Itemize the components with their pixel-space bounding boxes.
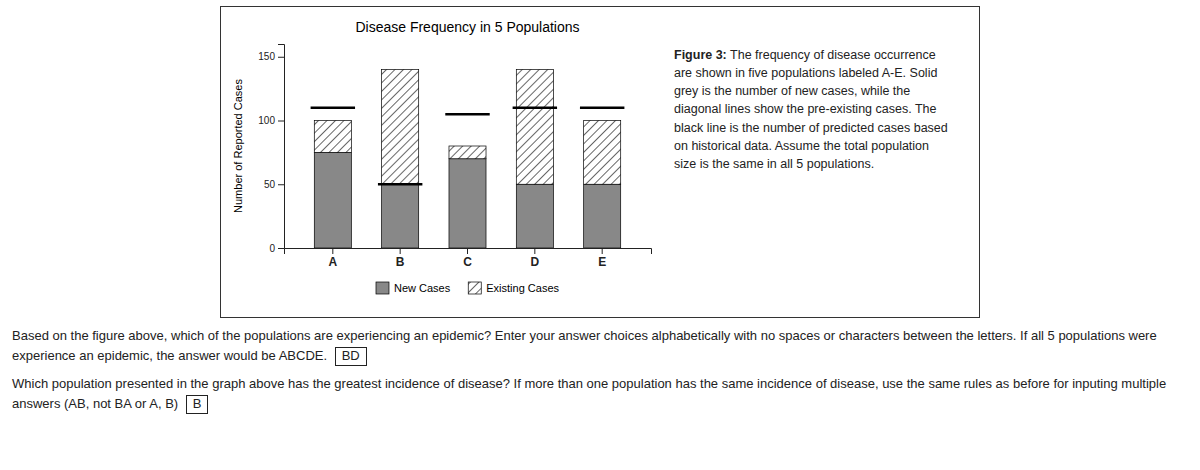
bar (314, 121, 351, 153)
tick-label: B (396, 255, 405, 269)
tick-label: C (463, 255, 472, 269)
axis-line (278, 45, 285, 249)
predicted-line (580, 107, 624, 110)
tick-label: A (328, 255, 337, 269)
bar (516, 184, 553, 248)
tick: 150 (258, 51, 284, 62)
tick: B (396, 248, 405, 269)
predicted-series (311, 108, 625, 185)
legend-swatch (468, 282, 481, 294)
legend: New Cases Existing Cases (376, 282, 560, 294)
bar (314, 152, 351, 248)
bar (516, 70, 553, 185)
bar (449, 146, 486, 159)
bar (584, 184, 621, 248)
plot: 0 50 100 150 A B C D E (258, 45, 651, 269)
tick-mark (278, 248, 284, 249)
tick-mark (332, 248, 333, 254)
caption: Figure 3: The frequency of disease occur… (666, 12, 956, 173)
legend-item: Existing Cases (468, 282, 559, 294)
question: Which population presented in the graph … (12, 374, 1188, 414)
bar-series (314, 152, 620, 248)
tick-label: 100 (258, 115, 275, 126)
legend-item: New Cases (376, 282, 451, 294)
x-axis: A B C D E (285, 248, 652, 269)
marks (311, 70, 625, 249)
legend-label: New Cases (394, 282, 451, 294)
y-axis-label: Number of Reported Cases (232, 79, 244, 213)
tick-mark (467, 248, 468, 254)
tick-label: E (598, 255, 606, 269)
bar (382, 184, 419, 248)
predicted-line (378, 183, 422, 186)
legend-label: Existing Cases (486, 282, 559, 294)
chart-svg: 0 50 100 150 A B C D E Disease Frequency in 5 Pop… (226, 12, 666, 312)
predicted-line (445, 113, 489, 116)
y-axis: 0 50 100 150 (258, 45, 284, 254)
axis-line (285, 249, 652, 255)
tick-mark (534, 248, 535, 254)
tick: A (328, 248, 337, 269)
tick: 0 (269, 243, 284, 254)
predicted-line (311, 107, 355, 110)
answer-box: BD (335, 347, 367, 366)
bar (382, 70, 419, 185)
tick: E (598, 248, 606, 269)
figure-box: 0 50 100 150 A B C D E Disease Frequency in 5 Pop… (220, 6, 980, 318)
tick: 50 (264, 179, 284, 190)
tick-mark (278, 57, 284, 58)
bar (584, 121, 621, 185)
predicted-line (513, 107, 557, 110)
tick-label: 0 (269, 243, 275, 254)
tick-label: 50 (264, 179, 276, 190)
tick-label: D (531, 255, 540, 269)
bar-series (314, 70, 620, 185)
questions: Based on the figure above, which of the … (0, 318, 1200, 415)
tick-mark (278, 121, 284, 122)
title: Disease Frequency in 5 Populations (355, 19, 579, 35)
tick: 100 (258, 115, 284, 126)
question: Based on the figure above, which of the … (12, 326, 1188, 366)
question-text: Based on the figure above, which of the … (12, 328, 1157, 363)
legend-swatch (376, 282, 389, 294)
answer-box: B (186, 395, 209, 414)
caption-text: The frequency of disease occurrence are … (674, 48, 948, 171)
tick-mark (602, 248, 603, 254)
chart: 0 50 100 150 A B C D E Disease Frequency in 5 Pop… (226, 12, 666, 312)
tick-label: 150 (258, 51, 275, 62)
tick-mark (278, 184, 284, 185)
tick-mark (400, 248, 401, 254)
bar (449, 159, 486, 248)
tick: D (531, 248, 540, 269)
tick: C (463, 248, 472, 269)
caption-label: Figure 3: (674, 48, 727, 62)
